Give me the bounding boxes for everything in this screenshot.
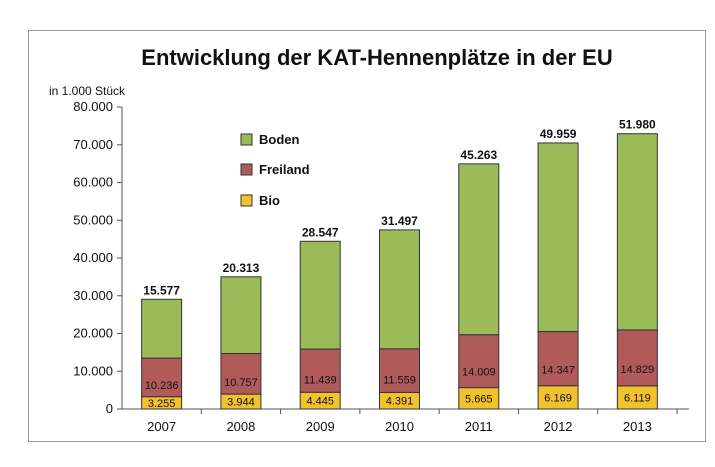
x-tick-label: 2013 [623,419,652,434]
x-tick-label: 2008 [226,419,255,434]
legend-swatch-boden [240,133,253,146]
x-tick-label: 2012 [544,419,573,434]
chart-frame: Entwicklung der KAT-Hennenplätze in der … [28,30,706,442]
legend: Boden Freiland Bio [240,132,310,208]
y-tick-label: 70.000 [73,137,113,152]
legend-label-bio: Bio [259,193,280,208]
bar-segment-boden [220,276,262,355]
bar-segment-boden [458,163,500,336]
x-tick-label: 2009 [306,419,335,434]
y-tick-label: 20.000 [73,326,113,341]
legend-swatch-bio [240,194,253,207]
data-label-bio: 6.119 [624,392,651,404]
y-tick-label: 80.000 [73,99,113,114]
bar-segment-boden [537,142,579,333]
x-tick-label: 2011 [465,419,493,434]
y-tick-label: 30.000 [73,288,113,303]
bar-segment-freiland [537,331,579,387]
data-label-bio: 5.665 [465,393,493,405]
data-label-freiland: 10.757 [224,377,258,389]
data-label-freiland: 14.009 [462,367,496,379]
bar-segment-boden [299,240,341,350]
bar-segment-freiland [379,348,420,393]
data-label-freiland: 14.347 [541,364,575,376]
data-label-boden: 20.313 [223,261,260,275]
data-label-bio: 3.255 [148,398,176,410]
legend-label-boden: Boden [259,132,300,147]
stacked-bar-chart: Entwicklung der KAT-Hennenplätze in der … [49,45,689,434]
data-label-bio: 6.169 [544,392,572,404]
bar-segment-freiland [616,329,658,387]
data-label-boden: 51.980 [619,118,656,132]
data-label-freiland: 11.559 [383,374,416,386]
data-label-freiland: 14.829 [621,364,655,376]
y-tick-label: 40.000 [73,250,113,265]
data-label-bio: 4.445 [306,396,334,408]
data-label-boden: 28.547 [302,225,339,239]
bar-segment-freiland [458,334,500,389]
chart-title: Entwicklung der KAT-Hennenplätze in der … [141,45,612,70]
y-tick-label: 0 [106,401,113,416]
legend-label-freiland: Freiland [259,162,310,177]
data-label-boden: 31.497 [381,214,418,228]
x-tick-label: 2010 [385,419,414,434]
data-label-boden: 15.577 [143,283,180,297]
data-label-bio: 3.944 [227,397,255,409]
bar-segment-boden [141,298,183,359]
bar-segment-boden [616,133,658,331]
bar-segment-boden [379,229,420,350]
y-axis-unit-label: in 1.000 Stück [49,84,126,98]
data-label-bio: 4.391 [386,396,414,408]
legend-swatch-freiland [240,163,253,176]
bar-segment-freiland [141,357,183,398]
data-label-boden: 49.959 [540,127,577,141]
data-label-freiland: 11.439 [304,374,337,386]
y-tick-label: 50.000 [73,212,113,227]
data-label-boden: 45.263 [460,148,497,162]
axes: 0 10.000 20.000 30.000 40.000 50.000 60.000 70.… [73,99,689,434]
data-label-freiland: 10.236 [145,380,179,392]
y-tick-label: 10.000 [73,363,113,378]
bars: 3.255 10.236 15.577 3.944 10.757 20.313 4.445 1… [141,118,658,410]
y-tick-label: 60.000 [73,175,113,190]
x-tick-label: 2007 [147,419,176,434]
